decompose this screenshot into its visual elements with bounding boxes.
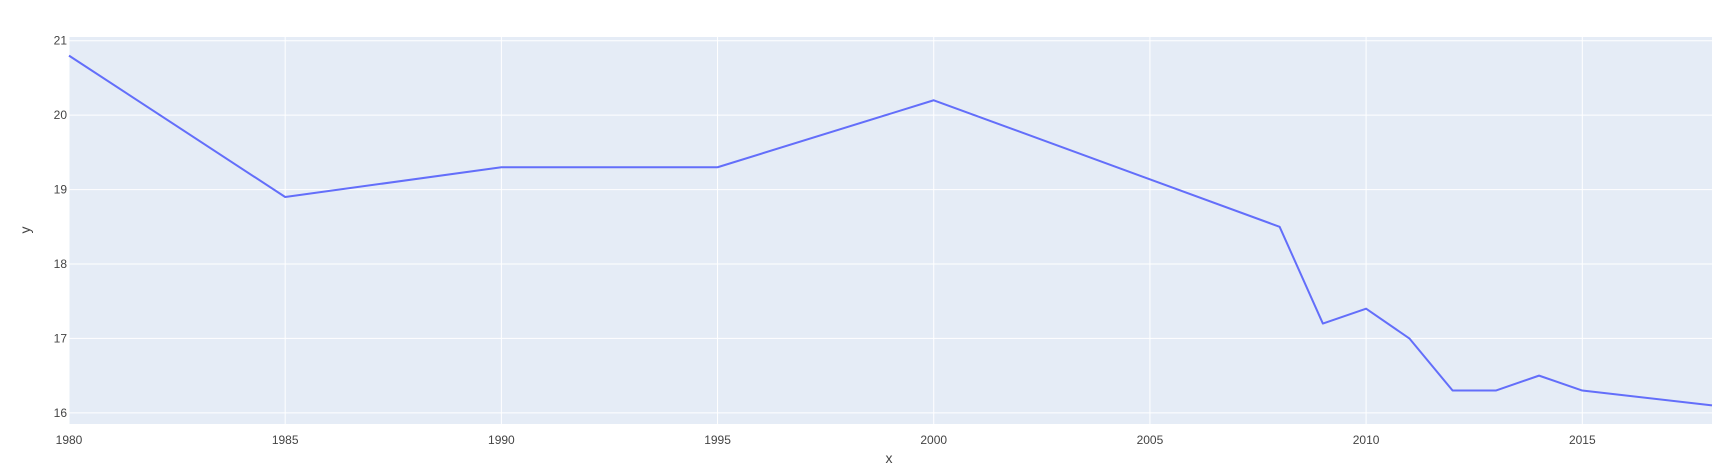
series-line [68, 54, 1713, 407]
series-layer [68, 54, 1713, 407]
y-tick-label: 21 [54, 34, 68, 48]
x-axis-title: x [886, 450, 893, 466]
x-tick-label: 2000 [920, 433, 947, 447]
x-tick-label: 2005 [1137, 433, 1164, 447]
y-tick-label: 18 [54, 257, 68, 271]
y-axis-ticks: 16 17 18 19 20 21 [54, 34, 68, 420]
y-tick-label: 16 [54, 406, 68, 420]
x-tick-label: 1995 [704, 433, 731, 447]
x-tick-label: 2010 [1353, 433, 1380, 447]
y-axis-title: y [17, 227, 33, 234]
y-tick-label: 20 [54, 108, 68, 122]
x-tick-label: 1985 [272, 433, 299, 447]
y-tick-label: 17 [54, 331, 68, 345]
plot-background [69, 37, 1712, 424]
x-axis-ticks: 1980 1985 1990 1995 2000 2005 2010 2015 [56, 433, 1596, 447]
y-tick-label: 19 [54, 183, 68, 197]
x-tick-label: 1990 [488, 433, 515, 447]
x-tick-label: 1980 [56, 433, 83, 447]
x-tick-label: 2015 [1569, 433, 1596, 447]
